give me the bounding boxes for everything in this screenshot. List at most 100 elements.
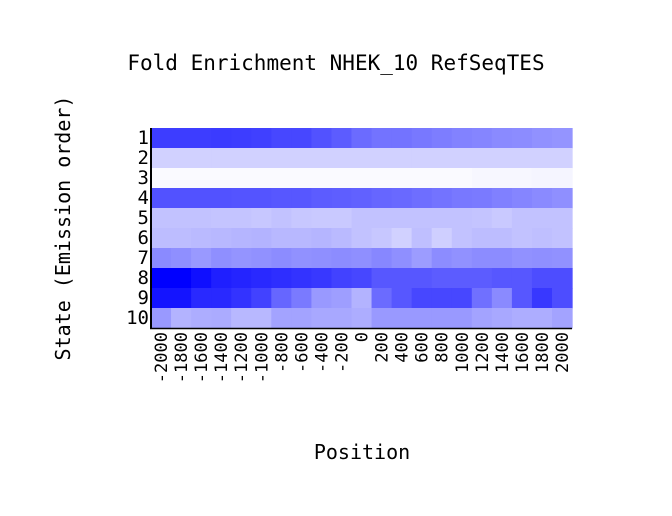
heatmap-cell: [371, 128, 393, 149]
heatmap-cell: [431, 268, 453, 289]
heatmap-cell: [371, 148, 393, 169]
heatmap-cell: [431, 208, 453, 229]
heatmap-cell: [431, 308, 453, 329]
y-tick-label: 9: [138, 287, 149, 309]
heatmap-cell: [531, 308, 553, 329]
heatmap-cell: [371, 248, 393, 269]
heatmap-cell: [251, 248, 272, 269]
x-tick-label: 0: [353, 332, 373, 342]
heatmap-cell: [552, 228, 573, 249]
heatmap-cell: [471, 168, 493, 189]
heatmap-cell: [491, 308, 513, 329]
heatmap-cell: [151, 268, 172, 289]
heatmap-cell: [271, 228, 292, 249]
x-tick-label: 800: [433, 332, 453, 363]
heatmap-cell: [311, 268, 333, 289]
heatmap-cell: [171, 268, 192, 289]
heatmap-cell: [511, 268, 533, 289]
heatmap-cell: [271, 148, 292, 169]
heatmap-cell: [291, 208, 312, 229]
heatmap-cell: [231, 148, 252, 169]
heatmap-cell: [451, 188, 473, 209]
heatmap-cell: [271, 168, 292, 189]
heatmap-cell: [231, 208, 252, 229]
heatmap-cell: [331, 128, 353, 149]
heatmap-cell: [491, 188, 513, 209]
heatmap-cell: [431, 148, 453, 169]
heatmap-cell: [351, 148, 373, 169]
heatmap-cell: [211, 188, 232, 209]
heatmap-cell: [511, 288, 533, 309]
y-axis-label: State (Emission order): [51, 96, 75, 361]
heatmap-cell: [191, 208, 212, 229]
x-tick-label: 2000: [553, 332, 573, 373]
heatmap-cell: [211, 288, 232, 309]
heatmap-cell: [552, 148, 573, 169]
heatmap-cell: [291, 148, 312, 169]
heatmap-cell: [171, 188, 192, 209]
y-tick-label: 1: [138, 127, 149, 149]
heatmap-cell: [211, 308, 232, 329]
heatmap-cell: [471, 128, 493, 149]
heatmap-cell: [491, 288, 513, 309]
heatmap-cell: [171, 168, 192, 189]
heatmap-cell: [351, 268, 373, 289]
heatmap-cell: [311, 228, 333, 249]
heatmap-cell: [171, 208, 192, 229]
heatmap-cell: [211, 248, 232, 269]
x-tick-label: -600: [292, 332, 312, 373]
heatmap-cell: [331, 208, 353, 229]
heatmap-cell: [331, 148, 353, 169]
heatmap-cell: [331, 228, 353, 249]
heatmap-cell: [451, 288, 473, 309]
heatmap-cell: [231, 188, 252, 209]
heatmap-cell: [531, 228, 553, 249]
heatmap-cell: [471, 248, 493, 269]
heatmap-cell: [411, 168, 433, 189]
heatmap-cell: [311, 148, 333, 169]
heatmap-cell: [471, 188, 493, 209]
heatmap-cell: [411, 228, 433, 249]
x-tick-label: -2000: [152, 332, 172, 383]
heatmap-cell: [291, 188, 312, 209]
heatmap-cell: [411, 268, 433, 289]
heatmap-cell: [211, 228, 232, 249]
heatmap-cell: [151, 208, 172, 229]
heatmap-cell: [391, 308, 413, 329]
heatmap-cell: [552, 128, 573, 149]
heatmap-cell: [271, 248, 292, 269]
heatmap-cell: [311, 248, 333, 269]
x-tick-label: 600: [413, 332, 433, 363]
heatmap-cell: [451, 228, 473, 249]
heatmap-cell: [411, 128, 433, 149]
heatmap-cell: [391, 268, 413, 289]
heatmap-cell: [451, 268, 473, 289]
heatmap-cell: [191, 168, 212, 189]
heatmap-cell: [231, 128, 252, 149]
x-tick-label: -800: [272, 332, 292, 373]
heatmap-cell: [491, 168, 513, 189]
heatmap-cell: [431, 248, 453, 269]
heatmap-cell: [271, 208, 292, 229]
heatmap-cell: [431, 168, 453, 189]
heatmap-cell: [411, 208, 433, 229]
heatmap-cell: [291, 288, 312, 309]
heatmap-cell: [251, 288, 272, 309]
heatmap-cell: [411, 188, 433, 209]
heatmap-cell: [311, 308, 333, 329]
heatmap-cell: [151, 228, 172, 249]
x-tick-label: -1000: [252, 332, 272, 383]
chart-title: Fold Enrichment NHEK_10 RefSeqTES: [127, 51, 544, 75]
heatmap-cell: [331, 168, 353, 189]
x-tick-label: -1600: [192, 332, 212, 383]
heatmap-cell: [351, 288, 373, 309]
heatmap-cell: [351, 208, 373, 229]
heatmap-cell: [171, 248, 192, 269]
heatmap-cell: [151, 128, 172, 149]
heatmap-cell: [371, 208, 393, 229]
heatmap-cell: [351, 188, 373, 209]
heatmap-cell: [491, 268, 513, 289]
heatmap-cell: [511, 128, 533, 149]
heatmap-cell: [271, 308, 292, 329]
heatmap-cell: [351, 308, 373, 329]
